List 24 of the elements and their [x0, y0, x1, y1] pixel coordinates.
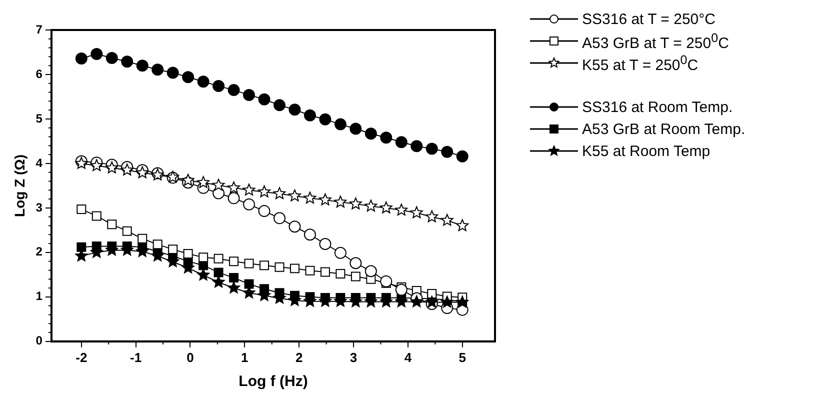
x-tick-label: 5 [458, 350, 466, 365]
x-tick-label: 3 [350, 350, 358, 365]
x-tick-label: -2 [76, 350, 88, 365]
x-tick-label: 1 [241, 350, 248, 365]
legend-label: A53 GrB at Room Temp. [582, 120, 746, 138]
y-tick-label: 1 [36, 289, 43, 304]
x-axis-title: Log f (Hz) [238, 373, 308, 390]
x-tick-label: 0 [186, 350, 194, 365]
y-tick-label: 7 [36, 22, 43, 36]
x-tick-label: -1 [130, 350, 142, 365]
legend-label: K55 at T = 250$^{0}$C [582, 52, 698, 74]
legend-label: A53 GrB at T = 250$^{0}$C [582, 30, 729, 52]
y-tick-label: 4 [36, 156, 43, 170]
y-tick-label: 5 [36, 111, 43, 126]
y-tick-label: 0 [36, 334, 43, 348]
y-tick-label: 3 [36, 200, 43, 214]
legend-label: SS316 at T = 250°C [582, 10, 716, 28]
y-tick-label: 6 [36, 66, 43, 81]
y-tick-label: 2 [36, 244, 43, 259]
x-tick-label: 2 [295, 350, 303, 365]
legend-label: K55 at Room Temp [582, 142, 710, 160]
y-axis-title: Log Z (Ω) [11, 154, 28, 217]
legend-label: SS316 at Room Temp. [582, 98, 733, 116]
x-tick-label: 4 [404, 350, 412, 365]
